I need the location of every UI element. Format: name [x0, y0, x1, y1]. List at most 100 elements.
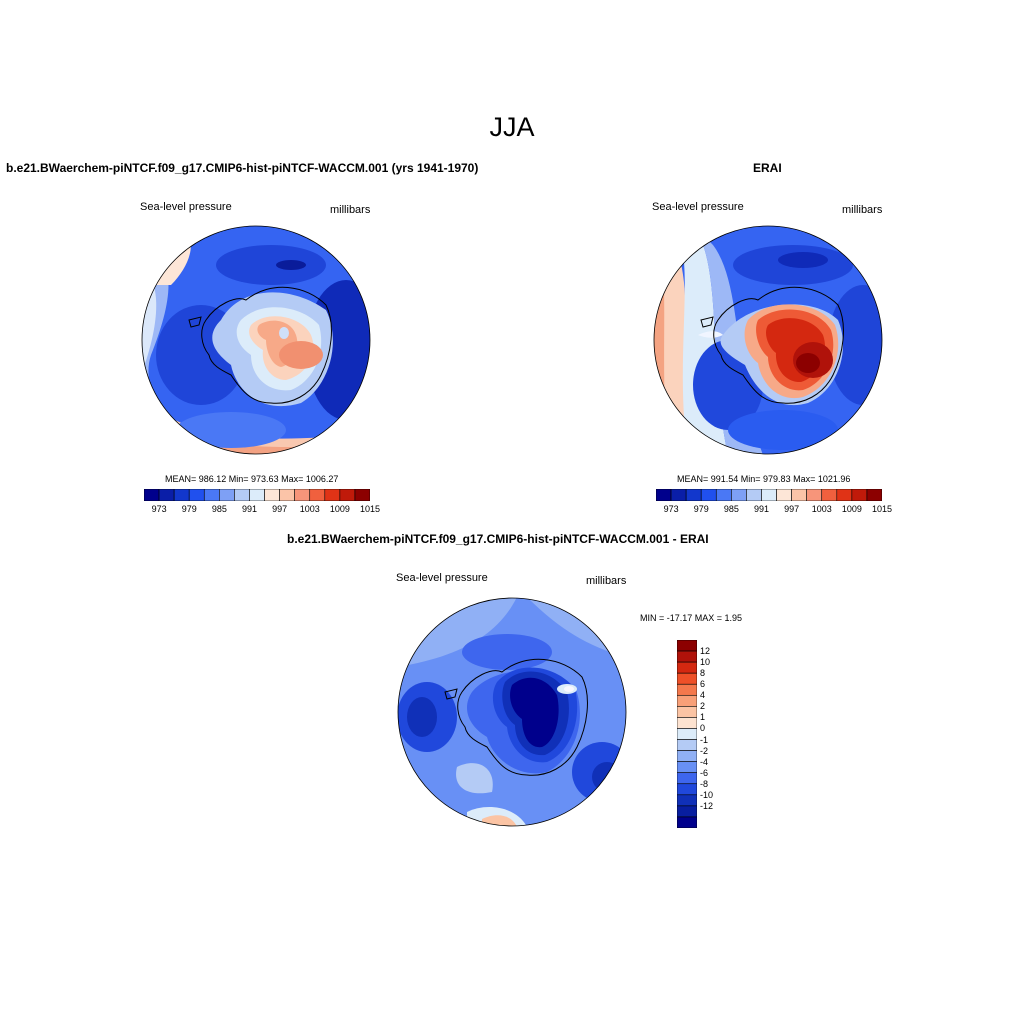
panel3-variable-label: Sea-level pressure	[396, 572, 488, 584]
panel2-colorbar-box	[746, 489, 762, 501]
panel1-colorbar	[144, 489, 370, 501]
panel2-units-label: millibars	[842, 204, 883, 216]
panel1-units-label: millibars	[330, 204, 371, 216]
panel1-colorbar-tick-label: 973	[151, 504, 167, 514]
panel3-colorbar-box	[677, 640, 697, 652]
panel3-colorbar-tick-label: -6	[700, 767, 709, 778]
panel2-colorbar-tick-label: 1009	[841, 504, 862, 514]
panel1-colorbar-box	[173, 489, 190, 501]
panel2-stats: MEAN= 991.54 Min= 979.83 Max= 1021.96	[677, 474, 851, 484]
figure-title: JJA	[489, 112, 535, 142]
panel3-colorbar-tick-label: 1	[700, 712, 706, 723]
panel2-colorbar-box	[836, 489, 853, 501]
panel3-colorbar-box	[677, 805, 697, 818]
panel1-colorbar-box	[324, 489, 341, 501]
panel3-colorbar	[677, 640, 697, 828]
panel3-colorbar-tick-label: 6	[700, 679, 706, 690]
panel1-title: b.e21.BWaerchem-piNTCF.f09_g17.CMIP6-his…	[6, 161, 479, 175]
panel1-colorbar-tick-label: 991	[241, 504, 257, 514]
panel3-title: b.e21.BWaerchem-piNTCF.f09_g17.CMIP6-his…	[287, 532, 709, 546]
panel1-colorbar-box	[188, 489, 205, 501]
panel1-colorbar-box	[234, 489, 250, 501]
panel2-colorbar-tick-labels: 973 979 985 991 997 1003 1009 1015	[656, 504, 892, 516]
panel2-colorbar-box	[685, 489, 702, 501]
panel3-polar-map	[397, 597, 627, 827]
panel2-variable-label: Sea-level pressure	[652, 201, 744, 213]
panel3-colorbar-tick-label: 2	[700, 701, 706, 712]
panel2-colorbar-box	[821, 489, 838, 501]
panel3-colorbar-tick-label: 12	[700, 646, 711, 657]
panel3-colorbar-box	[677, 683, 697, 696]
panel2-colorbar-box	[700, 489, 717, 501]
panel2-colorbar-box	[866, 489, 882, 501]
panel3-colorbar-box	[677, 750, 697, 762]
panel1-colorbar-tick-labels: 973 979 985 991 997 1003 1009 1015	[144, 504, 380, 516]
panel2-polar-map	[653, 225, 883, 455]
panel1-colorbar-box	[264, 489, 280, 501]
panel2-colorbar-box	[791, 489, 807, 501]
panel2-colorbar-tick-label: 979	[693, 504, 709, 514]
panel2-colorbar-box	[806, 489, 823, 501]
panel2-colorbar-box	[761, 489, 777, 501]
panel3-colorbar-box	[677, 672, 697, 685]
panel1-colorbar-box	[354, 489, 370, 501]
panel2-colorbar-tick-label: 985	[723, 504, 739, 514]
panel3-colorbar-tick-label: 0	[700, 723, 706, 734]
panel2-colorbar-box	[656, 489, 672, 501]
panel2-colorbar-tick-label: 1003	[811, 504, 832, 514]
panel1-colorbar-tick-label: 997	[272, 504, 288, 514]
panel1-colorbar-box	[279, 489, 295, 501]
panel3-units-label: millibars	[586, 575, 627, 587]
panel3-colorbar-tick-label: -1	[700, 734, 709, 745]
panel2-colorbar-tick-label: 973	[663, 504, 679, 514]
panel3-stats: MIN = -17.17 MAX = 1.95	[640, 613, 743, 623]
panel3-colorbar-tick-label: -2	[700, 745, 709, 756]
panel1-colorbar-tick-label: 1009	[329, 504, 350, 514]
panel3-colorbar-tick-label: -10	[700, 789, 714, 800]
panel1-colorbar-tick-label: 1003	[299, 504, 320, 514]
panel1-colorbar-tick-label: 985	[211, 504, 227, 514]
panel3-colorbar-box	[677, 783, 697, 796]
panel1-colorbar-box	[158, 489, 175, 501]
panel1-variable-label: Sea-level pressure	[140, 201, 232, 213]
panel1-colorbar-box	[294, 489, 311, 501]
panel3-colorbar-tick-label: 10	[700, 657, 711, 668]
panel1-colorbar-box	[144, 489, 160, 501]
panel2-colorbar-tick-label: 1015	[872, 504, 893, 514]
panel2-title: ERAI	[753, 161, 782, 175]
panel3-colorbar-tick-label: -8	[700, 778, 709, 789]
panel2-colorbar	[656, 489, 882, 501]
panel1-colorbar-box	[249, 489, 265, 501]
panel3-colorbar-tick-label: -12	[700, 800, 714, 811]
panel1-colorbar-box	[203, 489, 220, 501]
panel1-stats: MEAN= 986.12 Min= 973.63 Max= 1006.27	[165, 474, 339, 484]
panel1-colorbar-tick-label: 979	[181, 504, 197, 514]
panel3-colorbar-box	[677, 717, 697, 729]
panel1-colorbar-box	[219, 489, 235, 501]
panel2-colorbar-box	[851, 489, 868, 501]
panel3-colorbar-box	[677, 661, 697, 674]
panel3-colorbar-box	[677, 728, 697, 740]
panel2-colorbar-box	[715, 489, 732, 501]
panel2-colorbar-box	[776, 489, 792, 501]
panel3-colorbar-tick-labels: 12 10 8 6 4 2 1 0 -1 -2 -4 -6 -8 -10 -12	[700, 640, 740, 828]
panel3-colorbar-box	[677, 706, 697, 718]
panel3-colorbar-box	[677, 816, 697, 828]
panel1-polar-map	[141, 225, 371, 455]
panel3-colorbar-tick-label: 8	[700, 668, 706, 679]
panel2-colorbar-box	[670, 489, 687, 501]
panel1-colorbar-box	[339, 489, 356, 501]
panel2-colorbar-tick-label: 997	[784, 504, 800, 514]
panel3-colorbar-box	[677, 694, 697, 707]
panel2-colorbar-box	[731, 489, 747, 501]
panel3-colorbar-tick-label: -4	[700, 756, 709, 767]
panel3-colorbar-box	[677, 794, 697, 807]
panel1-colorbar-box	[309, 489, 326, 501]
panel3-colorbar-box	[677, 739, 697, 751]
panel3-colorbar-box	[677, 650, 697, 663]
panel3-colorbar-box	[677, 761, 697, 774]
panel1-colorbar-tick-label: 1015	[360, 504, 381, 514]
panel3-colorbar-tick-label: 4	[700, 690, 706, 701]
panel2-colorbar-tick-label: 991	[753, 504, 769, 514]
panel3-colorbar-box	[677, 772, 697, 785]
